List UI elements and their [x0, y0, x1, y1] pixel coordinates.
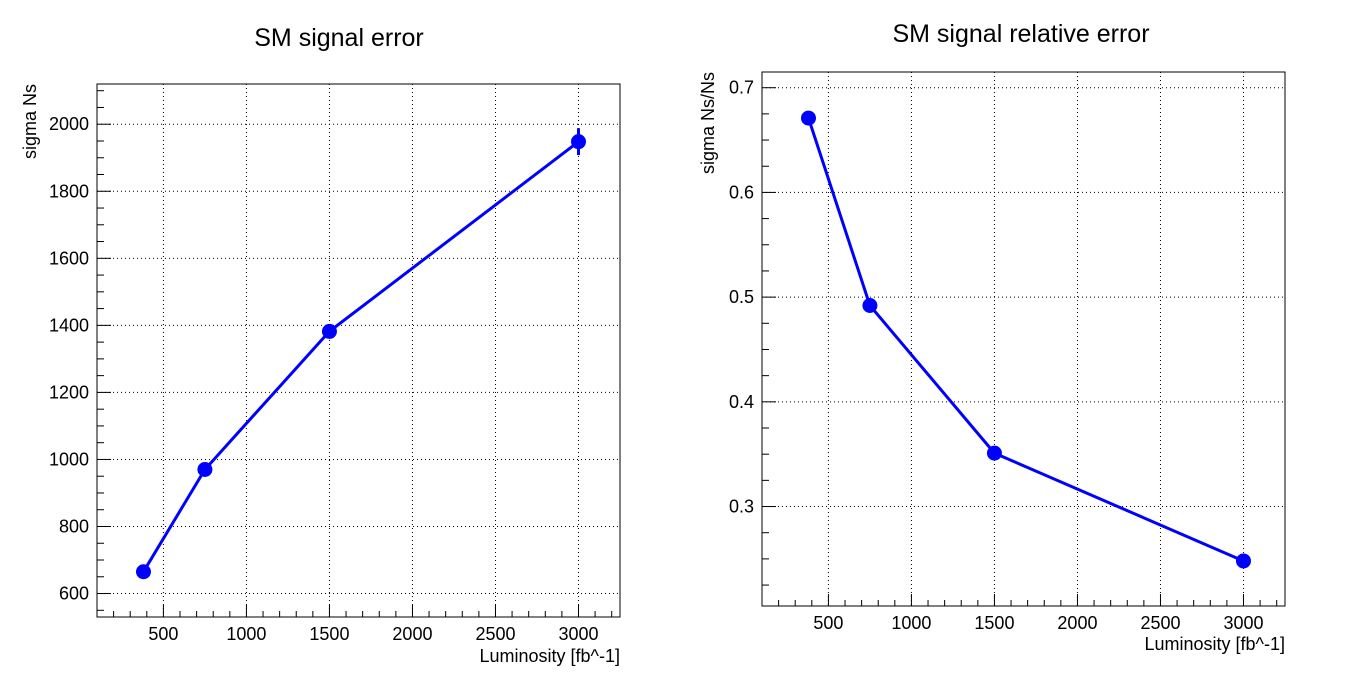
chart-title: SM signal error	[254, 24, 424, 52]
y-tick-label: 800	[59, 516, 89, 536]
y-tick-label: 1800	[49, 181, 89, 201]
data-point	[862, 297, 878, 313]
x-tick-label: 1000	[891, 613, 931, 633]
x-tick-label: 2500	[475, 624, 515, 644]
y-axis-label: sigma Ns	[20, 84, 40, 159]
x-tick-label: 500	[148, 624, 178, 644]
y-tick-label: 0.5	[729, 287, 754, 307]
data-point	[986, 445, 1002, 461]
series-line	[807, 117, 1245, 563]
x-tick-label: 500	[813, 613, 843, 633]
x-axis-label: Luminosity [fb^-1]	[1144, 634, 1285, 654]
panel-sm-signal-relative-error: 500 1000 1500 2000 2500 3000 0.3 0.4 0.5 0.6 0.7 SM…	[698, 20, 1286, 654]
series-line	[142, 140, 580, 573]
x-tick-label: 2000	[392, 624, 432, 644]
x-tick-label: 2500	[1140, 613, 1180, 633]
data-point	[135, 564, 151, 580]
x-tick-label: 1500	[309, 624, 349, 644]
y-tick-label: 0.7	[729, 78, 754, 98]
x-tick-label: 1000	[226, 624, 266, 644]
data-point	[800, 110, 816, 126]
y-tick-label: 1200	[49, 382, 89, 402]
y-tick-label: 1600	[49, 248, 89, 268]
panel-sm-signal-error: 500 1000 1500 2000 2500 3000 600 800 1000 1200 140…	[20, 24, 621, 666]
x-axis-label: Luminosity [fb^-1]	[479, 646, 620, 666]
x-tick-label: 1500	[974, 613, 1014, 633]
y-tick-label: 0.3	[729, 497, 754, 517]
y-axis-label: sigma Ns/Ns	[698, 72, 718, 174]
plot-frame	[96, 83, 621, 618]
data-point	[197, 462, 213, 478]
data-point	[1235, 553, 1251, 569]
data-point	[321, 323, 337, 339]
y-tick-label: 0.6	[729, 182, 754, 202]
y-tick-label: 600	[59, 584, 89, 604]
chart-title: SM signal relative error	[892, 20, 1149, 48]
plot-frame	[761, 71, 1286, 607]
x-tick-label: 3000	[1223, 613, 1263, 633]
y-tick-label: 2000	[49, 114, 89, 134]
x-tick-label: 3000	[558, 624, 598, 644]
x-tick-label: 2000	[1057, 613, 1097, 633]
data-point	[570, 134, 586, 150]
y-tick-label: 0.4	[729, 392, 754, 412]
y-tick-label: 1000	[49, 449, 89, 469]
y-tick-label: 1400	[49, 315, 89, 335]
